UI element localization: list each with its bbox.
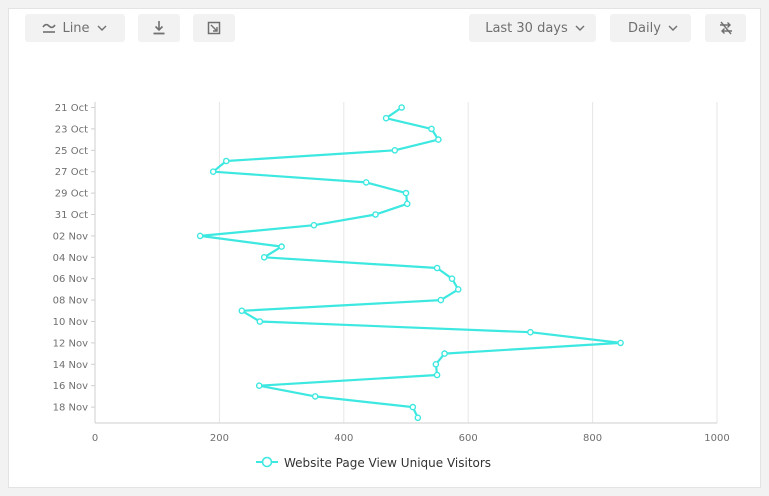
data-point[interactable] bbox=[196, 232, 204, 240]
data-point[interactable] bbox=[278, 243, 285, 250]
data-point[interactable] bbox=[428, 125, 435, 133]
y-tick-label: 02 Nov bbox=[53, 231, 89, 242]
legend[interactable]: Website Page View Unique Visitors bbox=[256, 454, 491, 472]
chart-type-dropdown[interactable]: Line bbox=[25, 14, 125, 42]
y-tick-label: 12 Nov bbox=[53, 338, 89, 349]
x-tick-label: 800 bbox=[583, 433, 602, 444]
data-point[interactable] bbox=[409, 403, 417, 411]
chart-type-label: Line bbox=[62, 20, 90, 36]
y-tick-label: 27 Oct bbox=[55, 167, 88, 178]
data-point[interactable] bbox=[448, 275, 456, 283]
line-chart-icon bbox=[42, 22, 57, 34]
data-point[interactable] bbox=[256, 318, 264, 325]
y-tick-label: 04 Nov bbox=[53, 253, 89, 264]
y-tick-label: 21 Oct bbox=[55, 103, 88, 114]
interval-dropdown[interactable]: Daily bbox=[610, 14, 691, 42]
legend-marker-icon bbox=[256, 456, 278, 471]
data-point[interactable] bbox=[403, 200, 411, 208]
data-point[interactable] bbox=[391, 146, 399, 154]
data-point[interactable] bbox=[260, 253, 268, 261]
legend-label: Website Page View Unique Visitors bbox=[284, 456, 492, 470]
date-range-label: Last 30 days bbox=[485, 20, 568, 36]
data-point[interactable] bbox=[310, 221, 318, 229]
y-tick-label: 08 Nov bbox=[53, 296, 89, 307]
y-tick-label: 31 Oct bbox=[55, 210, 88, 221]
y-tick-label: 25 Oct bbox=[55, 146, 88, 157]
swap-axes-button[interactable] bbox=[705, 14, 746, 42]
data-point[interactable] bbox=[527, 328, 534, 336]
y-tick-label: 16 Nov bbox=[53, 381, 89, 392]
interval-label: Daily bbox=[628, 20, 661, 36]
x-tick-label: 0 bbox=[92, 433, 98, 444]
date-range-dropdown[interactable]: Last 30 days bbox=[469, 14, 596, 42]
download-button[interactable] bbox=[138, 14, 180, 42]
y-tick-label: 06 Nov bbox=[53, 274, 89, 285]
swap-axes-icon bbox=[718, 21, 734, 35]
data-point[interactable] bbox=[238, 307, 246, 315]
data-point[interactable] bbox=[362, 179, 370, 186]
data-point[interactable] bbox=[382, 114, 390, 122]
data-point[interactable] bbox=[433, 371, 441, 379]
chevron-down-icon bbox=[667, 24, 679, 32]
export-image-button[interactable] bbox=[193, 14, 235, 42]
data-point[interactable] bbox=[433, 264, 441, 272]
data-point[interactable] bbox=[255, 382, 263, 390]
data-point[interactable] bbox=[441, 350, 448, 357]
chevron-down-icon bbox=[574, 24, 586, 32]
data-point[interactable] bbox=[402, 189, 410, 197]
x-tick-label: 600 bbox=[459, 433, 478, 444]
data-point[interactable] bbox=[617, 339, 624, 347]
x-tick-label: 1000 bbox=[704, 433, 729, 444]
data-point[interactable] bbox=[435, 136, 442, 143]
y-tick-label: 10 Nov bbox=[53, 317, 89, 328]
download-icon bbox=[152, 20, 166, 36]
y-tick-label: 18 Nov bbox=[53, 403, 89, 414]
image-export-icon bbox=[207, 21, 221, 35]
data-point[interactable] bbox=[311, 393, 319, 400]
y-tick-label: 23 Oct bbox=[55, 124, 88, 135]
data-point[interactable] bbox=[454, 286, 462, 293]
data-point[interactable] bbox=[432, 360, 440, 368]
data-point[interactable] bbox=[437, 296, 445, 304]
data-point[interactable] bbox=[398, 104, 405, 111]
series-line bbox=[199, 106, 622, 419]
data-point[interactable] bbox=[209, 168, 217, 175]
y-tick-label: 14 Nov bbox=[53, 360, 89, 371]
data-point[interactable] bbox=[372, 211, 379, 218]
x-tick-label: 200 bbox=[210, 433, 229, 444]
x-tick-label: 400 bbox=[334, 433, 353, 444]
data-point[interactable] bbox=[222, 157, 230, 165]
chevron-down-icon bbox=[96, 24, 108, 32]
y-tick-label: 29 Oct bbox=[55, 189, 88, 200]
chart-card bbox=[8, 8, 761, 488]
data-point[interactable] bbox=[414, 414, 422, 422]
